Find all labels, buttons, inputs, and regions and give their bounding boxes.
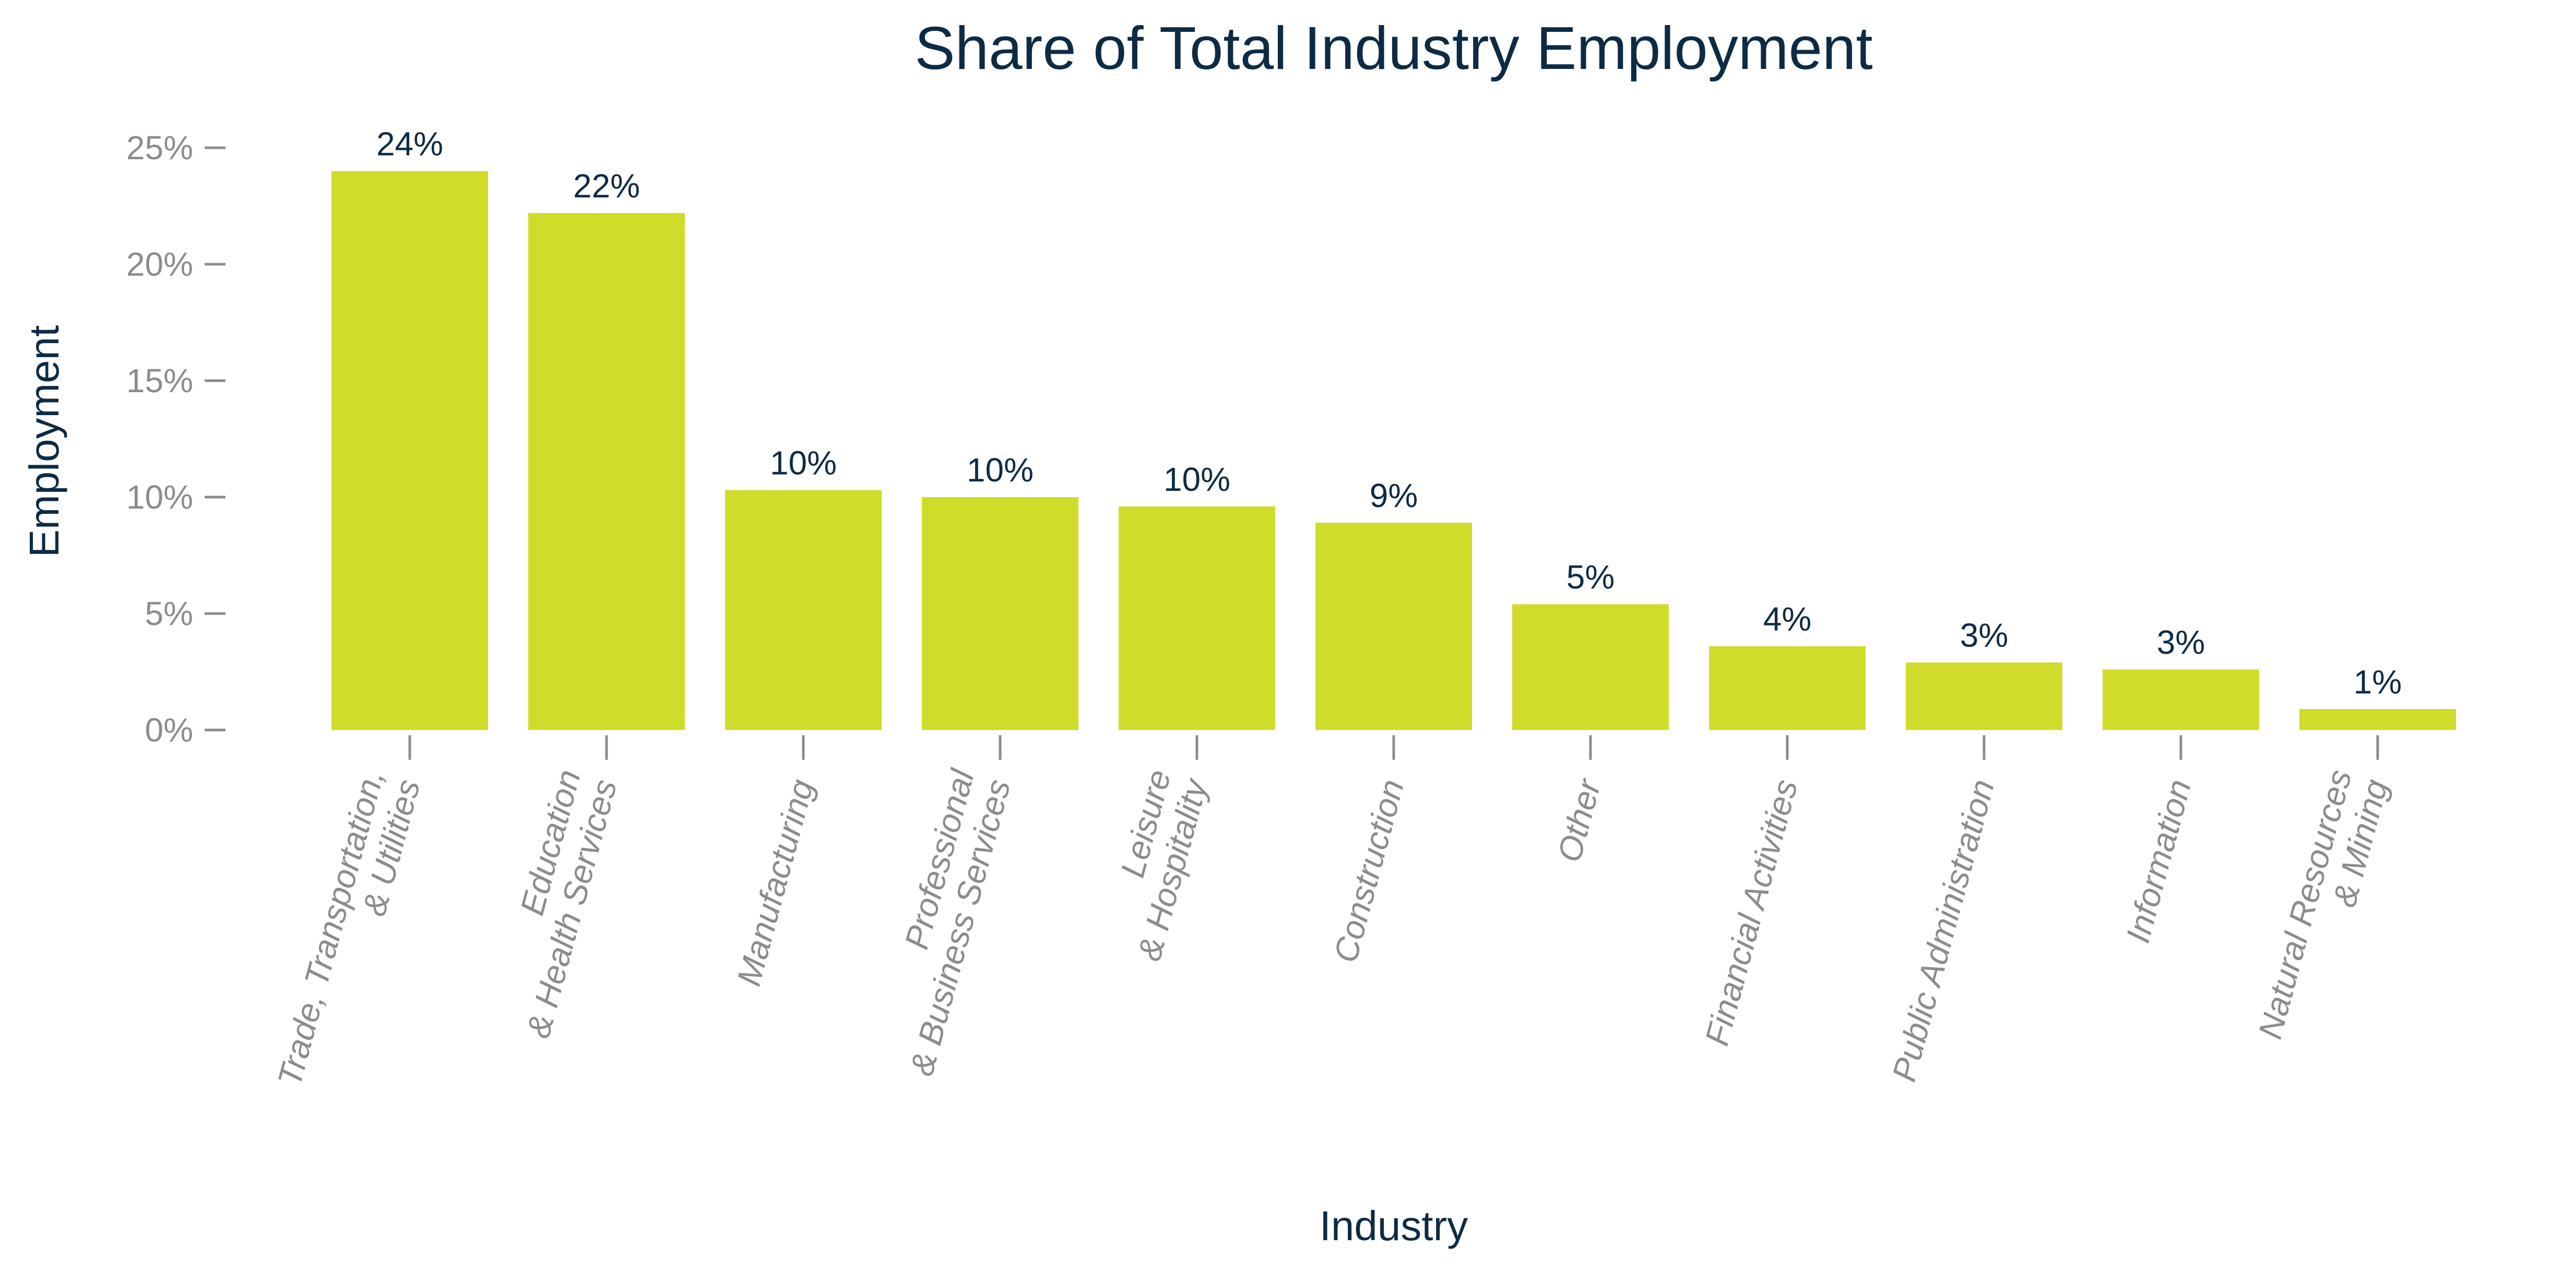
data-label: 5% xyxy=(1566,558,1615,596)
y-axis-title: Employment xyxy=(21,325,67,558)
x-axis: Trade, Transportation,& Utilities Educati… xyxy=(270,735,2395,1100)
x-tick-label: Public Administration xyxy=(1885,775,2002,1086)
x-tick-label: Financial Activities xyxy=(1697,775,1805,1050)
x-tick-label: Education& Health Services xyxy=(483,766,624,1042)
bar xyxy=(2299,709,2456,730)
y-tick-label: 15% xyxy=(126,362,193,399)
data-label: 1% xyxy=(2354,663,2402,701)
x-tick-label: Construction xyxy=(1326,775,1411,967)
data-label: 3% xyxy=(2157,623,2205,661)
bar xyxy=(1119,506,1275,730)
data-label: 4% xyxy=(1763,600,1812,638)
data-label: 10% xyxy=(1164,461,1230,498)
chart-title: Share of Total Industry Employment xyxy=(915,14,1872,82)
bar xyxy=(331,171,488,731)
x-tick-label: Manufacturing xyxy=(730,775,821,990)
data-label: 10% xyxy=(770,444,837,482)
bars-group: 24% 22% 10% 10% 10% 9% 5% 4% 3% 3% 1% xyxy=(331,125,2456,731)
data-label: 9% xyxy=(1370,477,1418,514)
data-label: 24% xyxy=(376,125,443,163)
bar xyxy=(1906,662,2062,730)
x-tick-label: Information xyxy=(2119,775,2198,947)
x-tick-label: Professional& Business Services xyxy=(866,765,1018,1079)
x-tick-label: Leisure& Hospitality xyxy=(1094,763,1215,964)
y-tick-label: 5% xyxy=(145,595,194,632)
bar xyxy=(528,213,685,730)
y-tick-label: 10% xyxy=(126,478,193,516)
bar xyxy=(922,497,1078,730)
x-tick-label: Trade, Transportation,& Utilities xyxy=(270,766,428,1100)
y-axis: 0% 5% 10% 15% 20% 25% xyxy=(126,129,225,749)
x-axis-title: Industry xyxy=(1320,1203,1468,1249)
x-tick-label: Other xyxy=(1550,774,1609,866)
y-tick-label: 20% xyxy=(126,245,193,283)
bar xyxy=(1709,646,1866,730)
y-tick-label: 25% xyxy=(126,129,193,167)
bar xyxy=(1315,523,1472,730)
data-label: 10% xyxy=(967,451,1034,489)
bar xyxy=(1512,604,1669,730)
y-tick-label: 0% xyxy=(145,711,194,749)
data-label: 3% xyxy=(1960,617,2009,654)
x-tick-label: Natural Resources& Mining xyxy=(2251,766,2395,1053)
data-label: 22% xyxy=(573,167,640,205)
bar xyxy=(2103,669,2259,730)
bar xyxy=(725,490,882,730)
